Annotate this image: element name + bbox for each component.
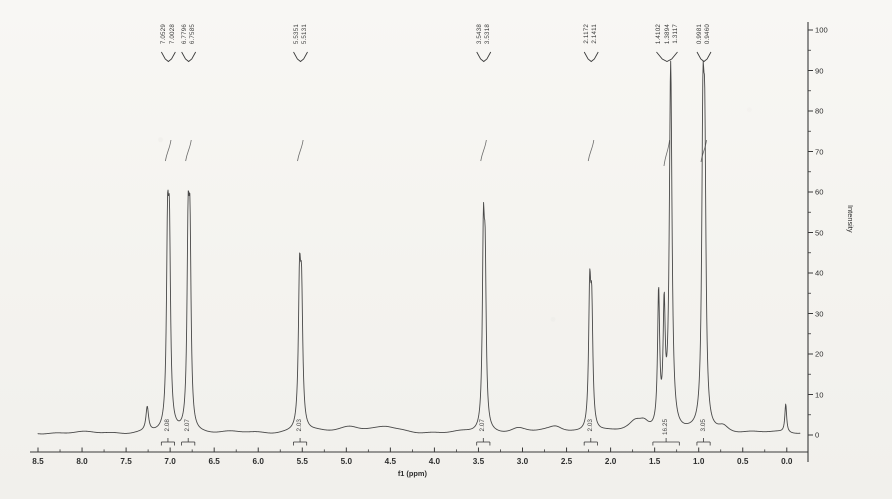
peak-shift-label: 1.3117 — [671, 24, 679, 45]
integration-value: 3.05 — [699, 419, 707, 432]
y-axis-tick-label: 90 — [815, 66, 824, 75]
peak-pointer-arrow-icon — [181, 51, 197, 63]
x-axis-tick-label: 1.5 — [648, 457, 661, 466]
peak-pointer-arrow-icon — [583, 51, 599, 63]
y-axis-tick-label: 100 — [815, 25, 828, 35]
x-axis-tick-label: 5.5 — [296, 457, 308, 466]
integral-curve — [164, 139, 172, 162]
peak-pointer-arrow-icon — [656, 51, 678, 63]
y-axis-tick-label: 70 — [815, 147, 824, 156]
integral-curve — [185, 139, 192, 162]
y-axis-tick-label: 10 — [815, 390, 824, 399]
integration-bracket — [181, 438, 196, 446]
y-axis-tick-label: 40 — [815, 268, 824, 278]
y-axis-tick-label: 0 — [815, 430, 820, 440]
peak-shift-label-group: 7.0529 7.0028 — [160, 24, 176, 45]
peak-shift-label: 5.5131 — [300, 24, 308, 45]
peak-pointer-arrow-icon — [293, 51, 308, 63]
peak-shift-label-group: 3.5438 3.5318 — [475, 24, 491, 45]
peak-shift-label-group: 5.5351 5.5131 — [292, 24, 308, 45]
peak-shift-label: 5.5351 — [292, 24, 300, 45]
integral-curve — [663, 139, 670, 167]
x-axis-tick-label: 0.5 — [737, 457, 749, 466]
integration-bracket — [160, 438, 175, 446]
x-axis-tick-label: 5.0 — [340, 457, 353, 466]
integral-curve — [480, 139, 487, 162]
x-axis-tick-label: 8.0 — [76, 457, 88, 466]
integral-curve — [700, 139, 707, 163]
x-axis-tick-label: 6.5 — [208, 457, 220, 466]
integration-value: 16.25 — [662, 419, 670, 435]
peak-shift-label-group: 0.9981 0.9460 — [695, 24, 712, 45]
peak-shift-label: 3.5438 — [475, 24, 483, 45]
peak-shift-label: 6.7796 — [180, 24, 188, 45]
x-axis-tick-label: 2.0 — [604, 457, 617, 466]
peak-shift-label: 1.3894 — [663, 24, 671, 45]
integration-bracket — [583, 438, 598, 446]
peak-shift-label: 7.0529 — [160, 24, 168, 45]
integration-value: 2.07 — [184, 419, 192, 432]
integration-value: 2.07 — [479, 419, 487, 432]
peak-shift-label: 0.9460 — [704, 24, 712, 45]
peak-shift-label-group: 1.4102 1.3894 1.3117 — [655, 24, 679, 45]
peak-shift-label: 7.0028 — [168, 24, 176, 45]
peak-shift-label: 0.9981 — [695, 24, 703, 45]
x-axis-tick-label: 4.5 — [384, 457, 397, 466]
y-axis-tick-label: 80 — [815, 106, 824, 116]
y-axis-tick-label: 20 — [815, 349, 824, 359]
x-axis-tick-label: 8.5 — [32, 457, 44, 466]
x-axis-title: f1 (ppm) — [397, 469, 427, 478]
integration-bracket — [476, 438, 491, 446]
peak-shift-label-group: 2.1172 2.1411 — [583, 24, 599, 44]
integration-bracket — [696, 438, 711, 446]
peak-shift-label: 3.5318 — [483, 24, 491, 45]
y-axis-tick-label: 60 — [815, 187, 824, 197]
integration-value: 2.03 — [296, 419, 304, 432]
x-axis-tick-label: 6.0 — [252, 457, 264, 466]
peak-pointer-arrow-icon — [160, 51, 176, 63]
x-axis-tick-label: 1.0 — [692, 457, 705, 466]
peak-shift-label: 6.7585 — [188, 24, 196, 45]
integral-curve — [297, 139, 304, 162]
integration-bracket — [293, 438, 308, 446]
x-axis-tick-label: 3.5 — [472, 457, 485, 466]
integration-value: 2.08 — [163, 419, 171, 432]
peak-shift-label: 2.1411 — [591, 24, 599, 44]
peak-shift-label-group: 6.7796 6.7585 — [180, 24, 196, 45]
x-axis-tick-label: 3.0 — [516, 457, 529, 466]
x-axis-tick-label: 0.0 — [781, 457, 793, 466]
peak-pointer-arrow-icon — [476, 51, 492, 63]
integration-bracket — [652, 438, 680, 446]
x-axis-tick-label: 2.5 — [560, 457, 573, 466]
y-axis-tick-label: 30 — [815, 309, 824, 318]
y-axis-tick-label: 50 — [815, 228, 824, 237]
integration-value: 2.03 — [586, 419, 594, 432]
peak-shift-label: 2.1172 — [583, 24, 591, 44]
peak-shift-label: 1.4102 — [655, 24, 663, 45]
x-axis-tick-label: 7.0 — [164, 457, 176, 466]
x-axis-tick-label: 7.5 — [120, 457, 132, 466]
x-axis-tick-label: 4.0 — [428, 457, 441, 466]
integral-curve — [587, 139, 595, 162]
peak-pointer-arrow-icon — [696, 51, 712, 63]
y-axis-title: Intensity — [846, 205, 855, 233]
